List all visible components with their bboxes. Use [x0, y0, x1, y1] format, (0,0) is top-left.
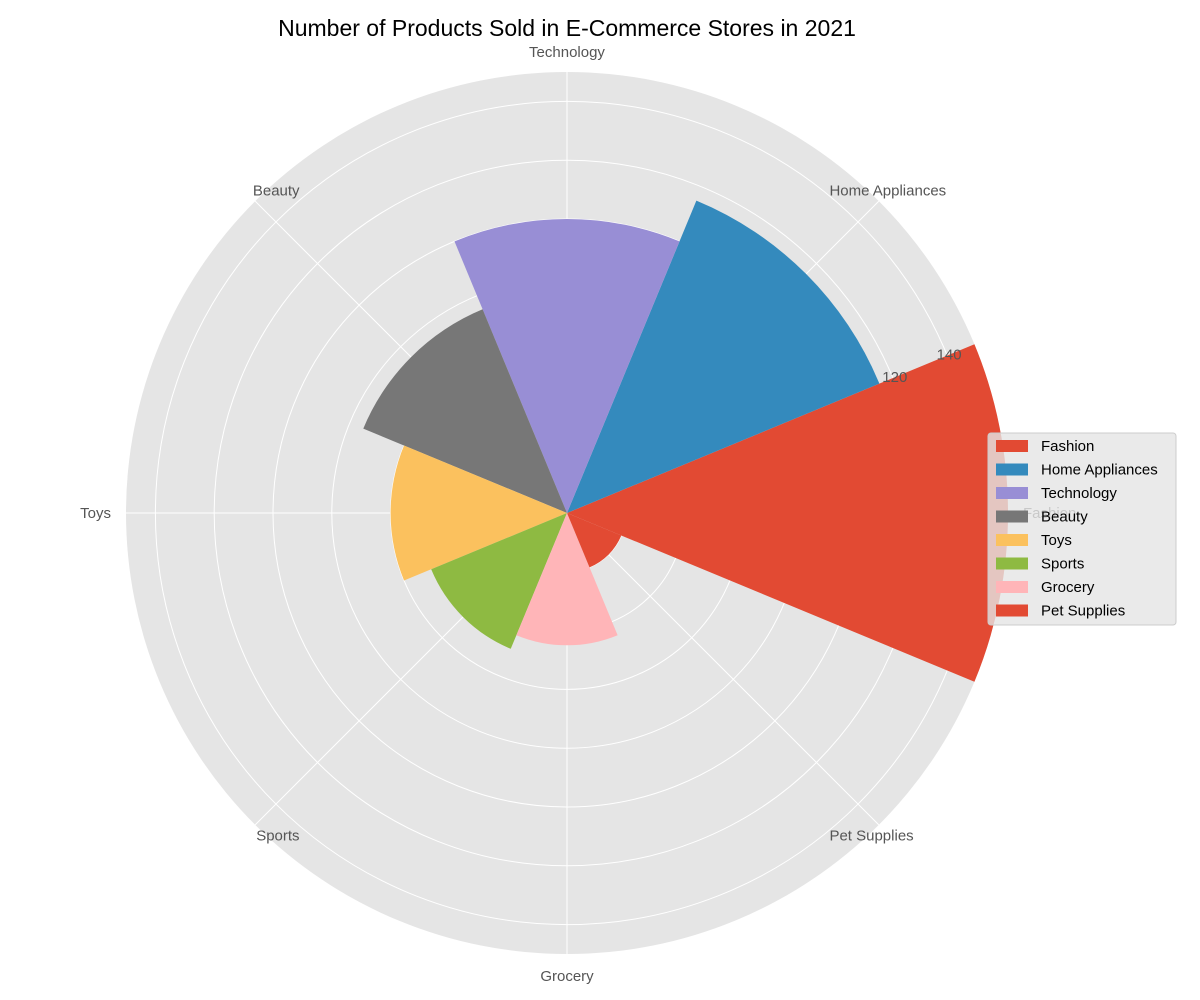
bar-sports [431, 513, 567, 649]
bar-fashion [567, 344, 1008, 682]
legend-swatch-grocery [996, 581, 1028, 593]
legend-swatch-technology [996, 487, 1028, 499]
legend-label-toys: Toys [1041, 532, 1072, 549]
legend-swatch-fashion [996, 440, 1028, 452]
category-label-grocery: Grocery [540, 968, 594, 985]
radial-tick-labels: 120 140 [882, 347, 961, 387]
category-label-beauty: Beauty [253, 183, 300, 200]
category-label-sports: Sports [256, 827, 299, 844]
legend-swatch-beauty [996, 510, 1028, 523]
chart-title: Number of Products Sold in E-Commerce St… [278, 15, 856, 41]
bars [363, 200, 1008, 682]
legend-swatch-pet-supplies [996, 604, 1028, 617]
legend-label-home-appliances: Home Appliances [1041, 462, 1158, 479]
bar-technology [454, 219, 680, 513]
bar-grocery [516, 513, 618, 646]
category-label-technology: Technology [529, 44, 605, 61]
legend-label-grocery: Grocery [1041, 579, 1095, 596]
bar-beauty [363, 309, 567, 513]
bar-pet-supplies [567, 513, 622, 568]
legend-swatch-toys [996, 534, 1028, 546]
legend-label-fashion: Fashion [1041, 438, 1094, 455]
rtick-label-140: 140 [937, 347, 962, 364]
legend-label-beauty: Beauty [1041, 509, 1088, 526]
bar-home-appliances [567, 200, 880, 513]
spoke-gridline-7 [566, 512, 880, 826]
legend-box [987, 432, 1177, 626]
legend-label-technology: Technology [1041, 485, 1117, 502]
legend-label-pet-supplies: Pet Supplies [1041, 603, 1125, 620]
legend-swatch-sports [996, 557, 1028, 570]
category-label-toys: Toys [80, 505, 111, 522]
legend-swatch-home-appliances [996, 463, 1028, 476]
category-label-home-appliances: Home Appliances [829, 183, 946, 200]
category-label-pet-supplies: Pet Supplies [829, 827, 913, 844]
legend: Fashion Home Appliances Technology Beauty To… [987, 432, 1177, 626]
bar-toys [390, 445, 567, 581]
rtick-label-120: 120 [882, 369, 907, 386]
legend-label-sports: Sports [1041, 556, 1084, 573]
